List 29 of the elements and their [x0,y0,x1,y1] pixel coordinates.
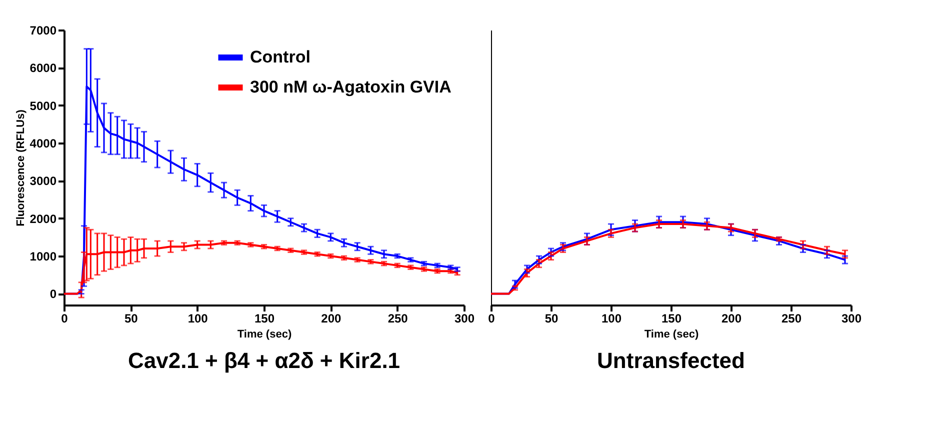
legend-label: 300 nM ω-Agatoxin GVIA [250,78,452,96]
x-tick-label: 200 [721,312,742,326]
y-tick-label: 2000 [30,212,57,226]
y-tick-label: 4000 [30,136,57,151]
x-tick-label: 0 [61,312,68,326]
x-tick-label: 100 [601,312,622,326]
y-tick-label: 0 [50,287,57,302]
y-tick-label: 7000 [30,24,57,38]
x-tick-label: 150 [254,312,275,326]
x-tick-label: 250 [781,312,802,326]
x-axis-title: Time (sec) [644,328,699,340]
x-tick-label: 0 [488,312,496,326]
text: Untransfected [597,348,745,373]
legend-label: Control [250,48,310,66]
x-axis-title: Time (sec) [237,328,292,340]
x-tick-label: 50 [124,312,138,326]
y-tick-label: 6000 [30,61,57,76]
x-tick-label: 100 [188,312,208,326]
x-tick-label: 300 [454,312,475,326]
y-tick-label: 3000 [30,174,57,188]
x-tick-label: 50 [544,312,558,326]
x-tick-label: 150 [661,312,682,326]
x-tick-label: 300 [841,312,862,326]
x-tick-label: 250 [388,312,408,326]
y-tick-label: 5000 [30,98,57,113]
x-tick-label: 200 [321,312,342,326]
text: Cav2.1 + β4 + α2δ + Kir2.1 [128,348,400,373]
y-tick-label: 1000 [30,250,57,264]
y-axis-title: Fluorescence (RFLUs) [14,109,27,226]
